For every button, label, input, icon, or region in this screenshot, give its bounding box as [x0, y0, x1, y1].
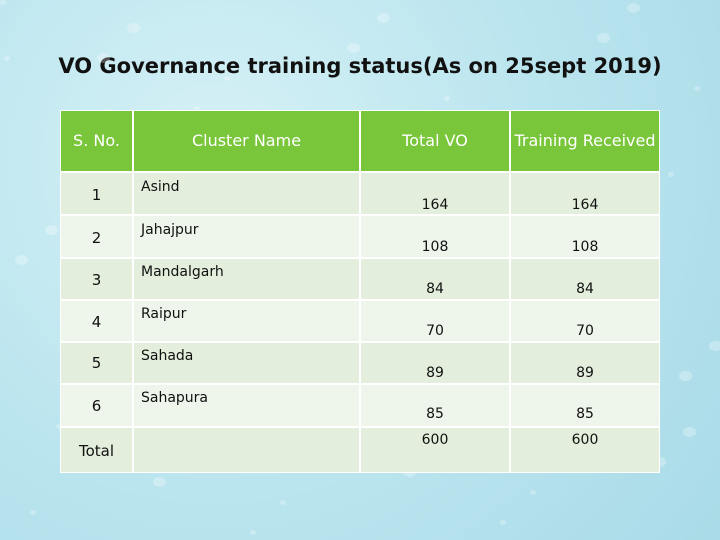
total-vo-sum: 600	[421, 432, 449, 448]
cluster-name: Sahada	[141, 348, 194, 364]
table-cell	[133, 172, 360, 215]
table-cell	[60, 427, 133, 473]
header-text: S. No.	[73, 131, 120, 150]
table-cell	[510, 342, 660, 384]
table-cell	[133, 342, 360, 384]
training-received: 164	[571, 197, 599, 213]
droplet	[56, 424, 62, 429]
table-cell	[60, 300, 133, 342]
table-cell	[60, 384, 133, 427]
training-received-sum: 600	[571, 432, 599, 448]
training-received: 70	[576, 323, 594, 339]
droplet	[30, 510, 36, 515]
table-cell	[510, 258, 660, 300]
table-cell	[133, 300, 360, 342]
droplet	[127, 23, 140, 34]
total-vo: 89	[426, 365, 444, 381]
slide-title: VO Governance training status(As on 25se…	[58, 54, 662, 78]
total-vo: 108	[421, 239, 449, 255]
table-cell	[360, 384, 510, 427]
table-cell	[60, 342, 133, 384]
table-cell	[360, 300, 510, 342]
table-cell	[510, 300, 660, 342]
droplet	[4, 56, 10, 61]
droplet	[709, 341, 720, 352]
droplet	[474, 66, 480, 71]
droplet	[444, 96, 450, 101]
droplet	[97, 53, 110, 64]
droplet	[597, 33, 610, 44]
cluster-name: Asind	[141, 179, 180, 195]
header-cell	[133, 110, 360, 172]
cluster-name: Sahapura	[141, 390, 209, 406]
cluster-name: Jahajpur	[141, 222, 199, 238]
droplet	[347, 43, 360, 54]
serial-number: 2	[91, 229, 102, 247]
serial-number: 3	[91, 271, 102, 289]
table-cell	[60, 215, 133, 258]
total-vo: 84	[426, 281, 444, 297]
droplet	[280, 500, 286, 505]
table-cell	[360, 258, 510, 300]
serial-number: 5	[91, 354, 102, 372]
serial-number: 1	[91, 186, 102, 204]
droplet	[683, 427, 696, 438]
total-label: Total	[78, 442, 115, 460]
header-text: Cluster Name	[191, 131, 302, 150]
table-cell	[510, 172, 660, 215]
droplet	[500, 520, 506, 525]
total-vo: 85	[426, 406, 444, 422]
droplet	[45, 225, 58, 236]
droplet	[224, 76, 230, 81]
table-cell	[360, 172, 510, 215]
table-cell	[360, 427, 510, 473]
serial-number: 4	[91, 313, 102, 331]
table-cell	[360, 342, 510, 384]
total-vo: 70	[426, 323, 444, 339]
table-cell	[60, 258, 133, 300]
droplet	[194, 106, 200, 111]
droplet	[679, 371, 692, 382]
header-cell	[510, 110, 660, 172]
cluster-name: Mandalgarh	[141, 264, 224, 280]
table-cell	[510, 427, 660, 473]
training-received: 84	[576, 281, 594, 297]
droplet	[377, 13, 390, 24]
total-vo: 164	[421, 197, 449, 213]
training-received: 108	[571, 239, 599, 255]
droplet	[694, 86, 700, 91]
droplet	[153, 477, 166, 488]
droplet	[530, 490, 536, 495]
table-cell	[133, 384, 360, 427]
droplet	[15, 255, 28, 266]
table-cell	[510, 384, 660, 427]
droplet	[627, 3, 640, 14]
table-cell	[60, 172, 133, 215]
header-cell	[360, 110, 510, 172]
table-cell	[133, 215, 360, 258]
table-cell	[133, 258, 360, 300]
header-cell	[60, 110, 133, 172]
droplet	[668, 172, 674, 177]
droplet	[0, 0, 6, 5]
droplet	[250, 530, 256, 535]
table-cell	[510, 215, 660, 258]
serial-number: 6	[91, 397, 102, 415]
cluster-name: Raipur	[141, 306, 187, 322]
training-received: 89	[576, 365, 594, 381]
header-text: Total VO	[402, 131, 468, 150]
training-received: 85	[576, 406, 594, 422]
table-cell	[133, 427, 360, 473]
header-text: Training Received	[514, 131, 656, 150]
table-cell	[360, 215, 510, 258]
